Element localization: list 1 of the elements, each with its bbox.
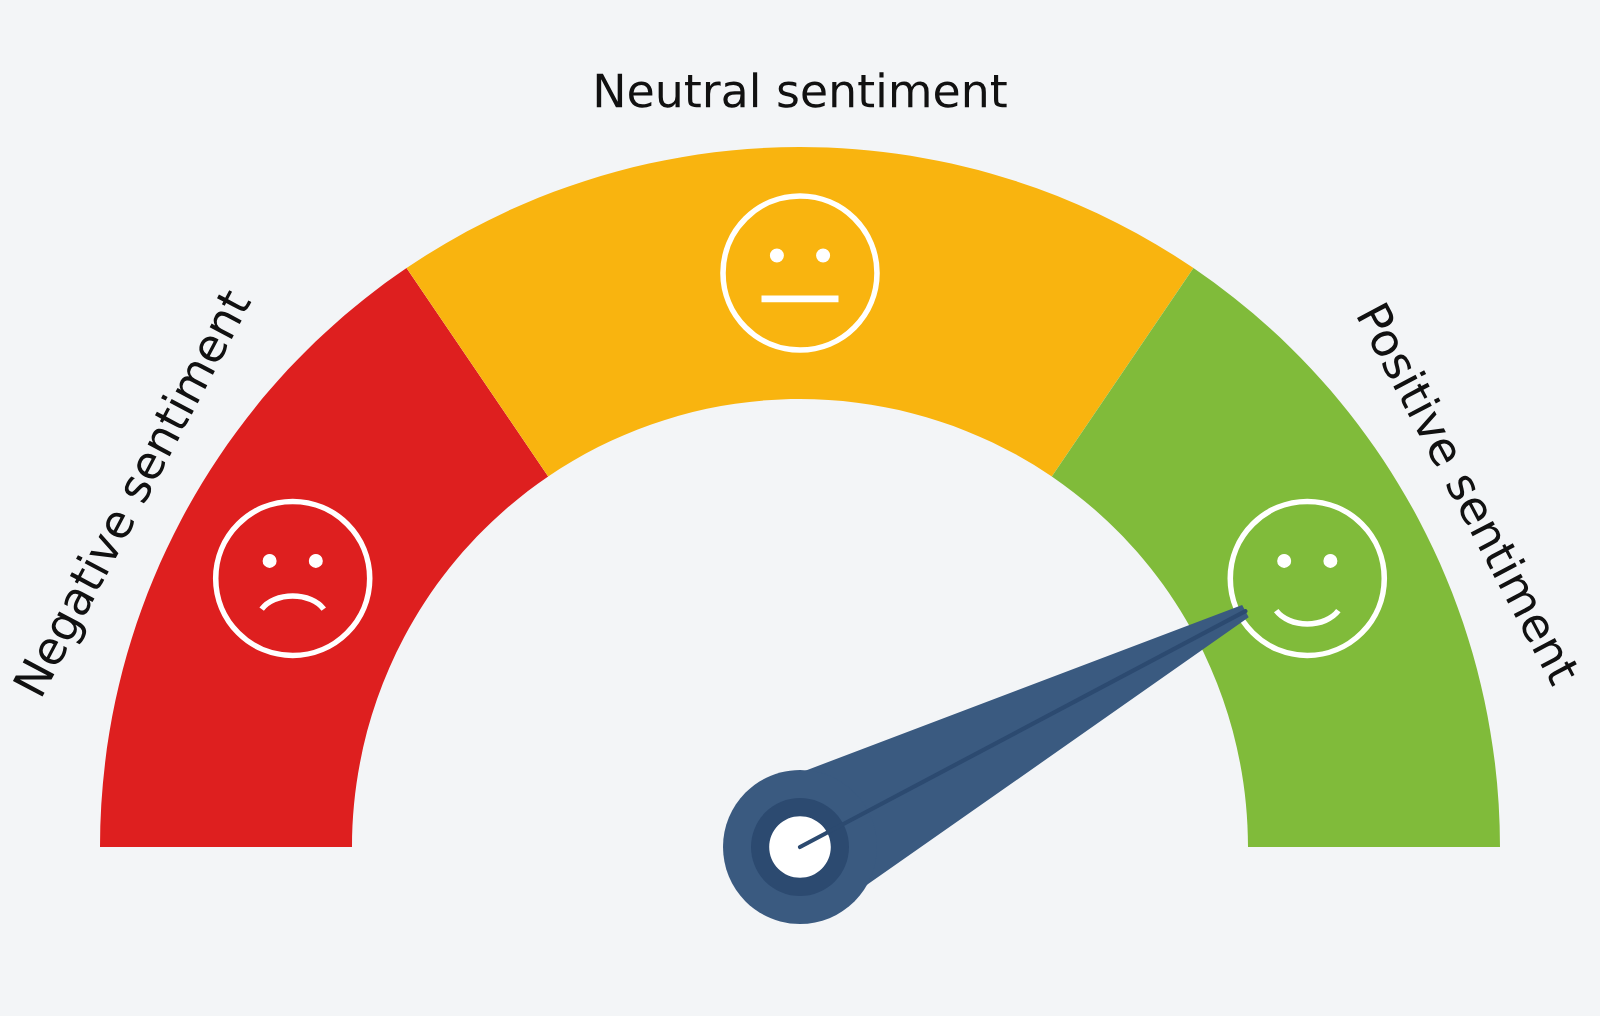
slice-label: Neutral sentiment bbox=[596, 72, 1007, 108]
